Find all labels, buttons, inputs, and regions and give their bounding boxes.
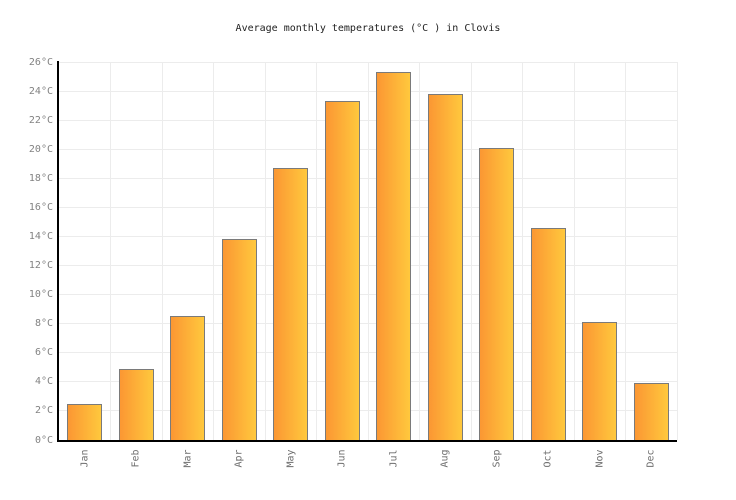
- y-axis-line: [57, 61, 59, 442]
- y-tick-label: 6°C: [34, 347, 53, 359]
- temperature-bar: [273, 168, 308, 440]
- x-axis-line: [57, 440, 677, 442]
- x-tick-label: Dec: [645, 449, 657, 468]
- v-gridline: [676, 62, 678, 440]
- temperature-bar: [222, 239, 257, 440]
- v-gridline: [213, 62, 214, 440]
- y-tick-label: 12°C: [28, 260, 53, 272]
- y-tick-label: 10°C: [28, 289, 53, 301]
- x-tick-label: Nov: [594, 449, 606, 468]
- x-tick-label: Jun: [336, 449, 348, 468]
- y-tick-label: 14°C: [28, 230, 53, 242]
- y-tick-label: 22°C: [28, 114, 53, 126]
- temperature-bar: [479, 147, 514, 440]
- temperature-bar: [325, 101, 360, 440]
- v-gridline: [264, 62, 266, 440]
- y-tick-label: 24°C: [28, 85, 53, 97]
- chart-title: Average monthly temperatures (°C ) in Cl…: [235, 23, 501, 34]
- temperature-bar: [170, 316, 205, 440]
- x-tick-label: May: [285, 449, 297, 468]
- v-gridline: [316, 62, 317, 440]
- y-tick-label: 26°C: [28, 56, 53, 68]
- temperature-bar: [428, 93, 463, 440]
- x-tick-label: Aug: [439, 449, 451, 468]
- y-tick-label: 18°C: [28, 172, 53, 184]
- x-tick-label: Apr: [233, 449, 245, 468]
- temperature-bar: [531, 227, 566, 440]
- v-gridline: [110, 62, 111, 440]
- y-tick-label: 16°C: [28, 201, 53, 213]
- x-tick-label: Sep: [491, 449, 503, 468]
- temperature-bar: [634, 383, 669, 440]
- temperature-bar: [582, 322, 617, 440]
- plot-area: [59, 61, 678, 440]
- temperature-bar: [119, 368, 154, 440]
- v-gridline: [625, 62, 626, 440]
- y-tick-label: 2°C: [34, 405, 53, 417]
- temperature-bar: [376, 72, 411, 440]
- v-gridline: [573, 62, 575, 440]
- v-gridline: [419, 62, 420, 440]
- y-tick-label: 8°C: [34, 318, 53, 330]
- y-tick-label: 20°C: [28, 143, 53, 155]
- x-tick-label: Oct: [542, 449, 554, 468]
- y-tick-label: 0°C: [34, 434, 53, 446]
- temperature-bar: [67, 403, 102, 440]
- x-tick-label: Mar: [182, 449, 194, 468]
- v-gridline: [470, 62, 472, 440]
- x-tick-label: Jan: [79, 449, 91, 468]
- v-gridline: [161, 62, 163, 440]
- v-gridline: [367, 62, 369, 440]
- x-tick-label: Feb: [130, 449, 142, 468]
- y-tick-label: 4°C: [34, 376, 53, 388]
- x-tick-label: Jul: [388, 449, 400, 468]
- v-gridline: [522, 62, 523, 440]
